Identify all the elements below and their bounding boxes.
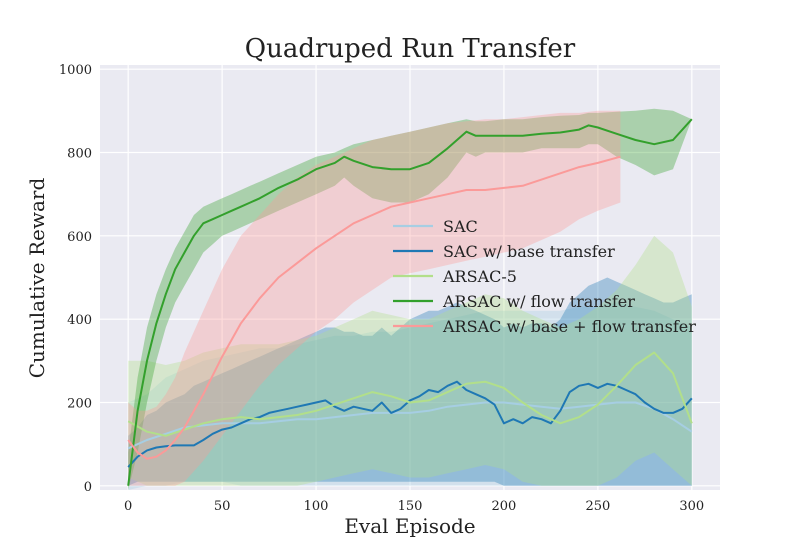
x-tick-label: 200 (492, 499, 517, 514)
x-tick-label: 150 (398, 499, 423, 514)
x-tick-label: 100 (304, 499, 329, 514)
legend-label-2: ARSAC-5 (442, 267, 517, 286)
legend-label-1: SAC w/ base transfer (443, 242, 615, 261)
y-tick-label: 0 (84, 480, 92, 495)
line-series-4 (127, 155, 621, 460)
legend-label-3: ARSAC w/ flow transfer (442, 292, 635, 311)
band-series-4 (128, 110, 621, 486)
x-tick-label: 300 (679, 499, 704, 514)
x-axis-label: Eval Episode (344, 514, 475, 538)
band-series-1 (128, 277, 692, 486)
chart-title: Quadruped Run Transfer (245, 34, 576, 64)
y-tick-label: 200 (67, 397, 92, 412)
x-tick-label: 250 (585, 499, 610, 514)
y-tick-label: 1000 (59, 63, 92, 78)
x-tick-label: 0 (124, 499, 132, 514)
line-series-1 (127, 380, 693, 468)
series-lines (127, 118, 693, 486)
line-series-3 (127, 118, 693, 486)
grid (100, 65, 720, 490)
tick-labels: 0 50 100 150 200 250 300 0 200 400 600 800 1000 (59, 63, 704, 514)
legend-label-0: SAC (443, 217, 478, 236)
band-series-3 (128, 108, 692, 491)
line-series-2 (127, 351, 693, 437)
band-series-0 (128, 302, 692, 490)
legend-label-4: ARSAC w/ base + flow transfer (442, 317, 696, 336)
legend: SAC SAC w/ base transfer ARSAC-5 ARSAC w/ f… (393, 217, 696, 336)
y-tick-label: 800 (67, 147, 92, 162)
y-tick-label: 400 (67, 313, 92, 328)
y-tick-label: 600 (67, 230, 92, 245)
y-axis-label: Cumulative Reward (25, 178, 49, 379)
x-tick-label: 50 (214, 499, 231, 514)
